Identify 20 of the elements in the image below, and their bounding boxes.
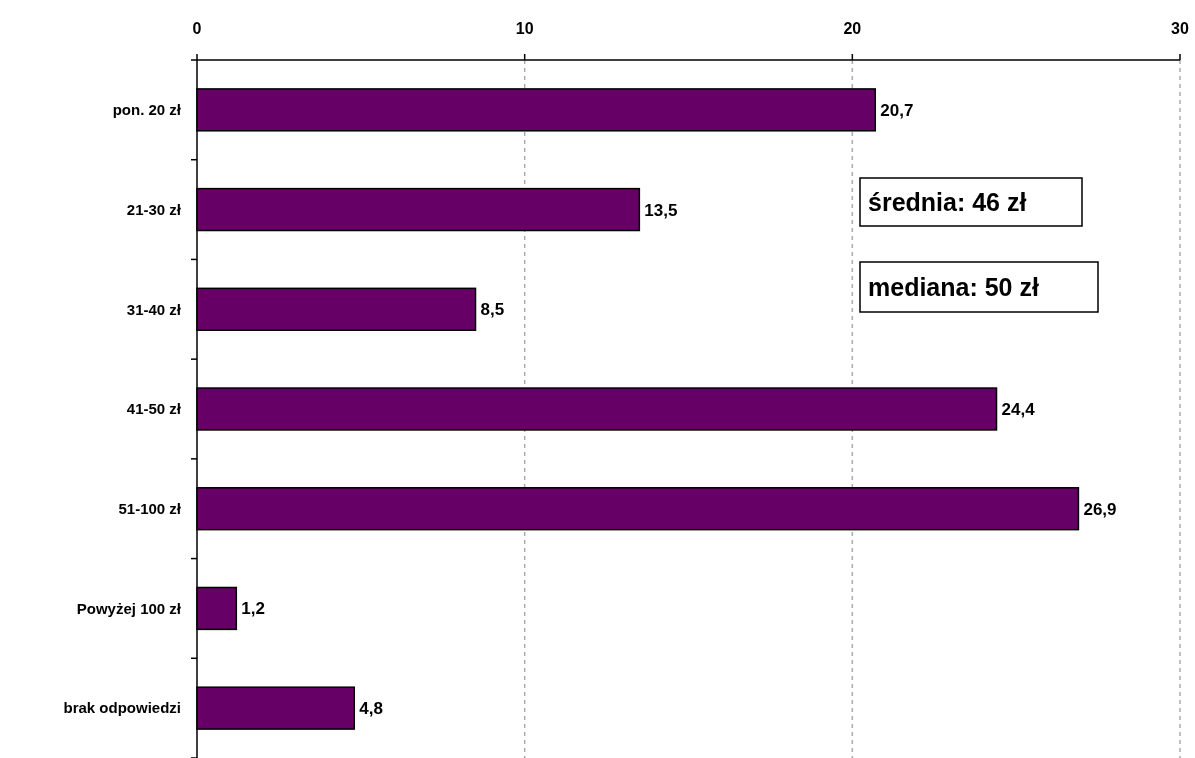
y-tick-label: brak odpowiedzi: [63, 699, 181, 717]
data-label: 1,2: [241, 599, 265, 619]
data-label: 20,7: [880, 100, 914, 120]
y-tick-label: 21-30 zł: [126, 200, 182, 218]
data-label: 8,5: [480, 300, 505, 320]
y-tick-label: 51-100 zł: [118, 499, 182, 517]
x-tick-label: 10: [515, 20, 534, 37]
data-label: 24,4: [1001, 399, 1036, 419]
data-label: 26,9: [1083, 499, 1117, 519]
annotation: mediana: 50 zł: [868, 272, 1039, 301]
y-tick-label: Powyżej 100 zł: [76, 599, 182, 617]
data-label: 13,5: [644, 200, 678, 220]
x-tick-label: 30: [1171, 20, 1189, 37]
y-tick-label: 41-50 zł: [126, 400, 182, 418]
y-tick-label: pon. 20 zł: [112, 101, 182, 119]
y-tick-label: 31-40 zł: [126, 300, 182, 318]
x-tick-label: 0: [192, 20, 202, 37]
x-tick-label: 20: [843, 20, 862, 37]
annotation: średnia: 46 zł: [868, 187, 1027, 216]
data-label: 4,8: [359, 699, 383, 719]
